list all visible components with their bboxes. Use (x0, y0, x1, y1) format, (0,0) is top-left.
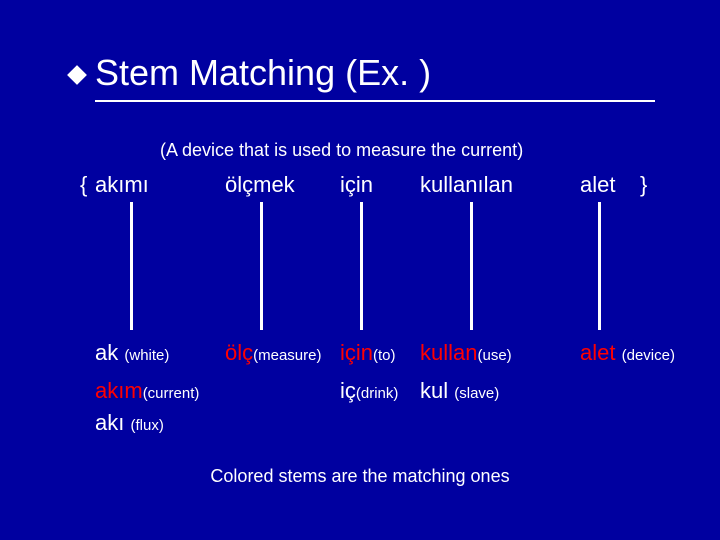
stem-row: ak (white) ölç(measure) için(to) kullan(… (0, 340, 720, 370)
stem-5-gloss: (device) (622, 347, 675, 364)
surface-word-3: için (340, 172, 373, 198)
title-bullet (67, 65, 87, 85)
stem-1: ak (white) (95, 340, 169, 366)
stem-2-text: ölç (225, 340, 253, 365)
extra-2-3: iç(drink) (340, 378, 398, 404)
surface-word-2: ölçmek (225, 172, 295, 198)
brace-open: { (80, 172, 87, 198)
stem-3: için(to) (340, 340, 396, 366)
brace-close: } (640, 172, 647, 198)
stem-5-text: alet (580, 340, 615, 365)
surface-row: { akımı ölçmek için kullanılan alet } (0, 172, 720, 202)
stem-3-text: için (340, 340, 373, 365)
extra-3-1-gloss: (flux) (130, 417, 163, 434)
connector-line-2 (260, 202, 263, 330)
stem-4-text: kullan (420, 340, 477, 365)
extra-2-1: akım(current) (95, 378, 199, 404)
extra-2-1-gloss: (current) (143, 385, 200, 402)
slide-title: Stem Matching (Ex. ) (95, 52, 635, 94)
extra-2-4: kul (slave) (420, 378, 499, 404)
extra-2-3-text: iç (340, 378, 356, 403)
stem-4-gloss: (use) (477, 347, 511, 364)
surface-word-5: alet (580, 172, 615, 198)
extra-2-1-text: akım (95, 378, 143, 403)
extra-row-2: akım(current) iç(drink) kul (slave) (0, 378, 720, 408)
stem-5: alet (device) (580, 340, 675, 366)
surface-word-1: akımı (95, 172, 149, 198)
connector-line-3 (360, 202, 363, 330)
stem-3-gloss: (to) (373, 347, 396, 364)
stem-4: kullan(use) (420, 340, 512, 366)
title-rule (95, 100, 655, 102)
extra-2-4-gloss: (slave) (454, 385, 499, 402)
footer-note: Colored stems are the matching ones (0, 466, 720, 487)
stem-1-gloss: (white) (124, 347, 169, 364)
surface-word-4: kullanılan (420, 172, 513, 198)
extra-3-1: akı (flux) (95, 410, 164, 436)
title-block: Stem Matching (Ex. ) (95, 52, 635, 102)
connector-line-1 (130, 202, 133, 330)
extra-3-1-text: akı (95, 410, 124, 435)
stem-2-gloss: (measure) (253, 347, 321, 364)
extra-2-4-text: kul (420, 378, 448, 403)
connector-line-4 (470, 202, 473, 330)
stem-1-text: ak (95, 340, 118, 365)
extra-row-3: akı (flux) (0, 410, 720, 440)
slide-subtitle: (A device that is used to measure the cu… (160, 140, 523, 161)
extra-2-3-gloss: (drink) (356, 385, 399, 402)
stem-2: ölç(measure) (225, 340, 321, 366)
connector-line-5 (598, 202, 601, 330)
